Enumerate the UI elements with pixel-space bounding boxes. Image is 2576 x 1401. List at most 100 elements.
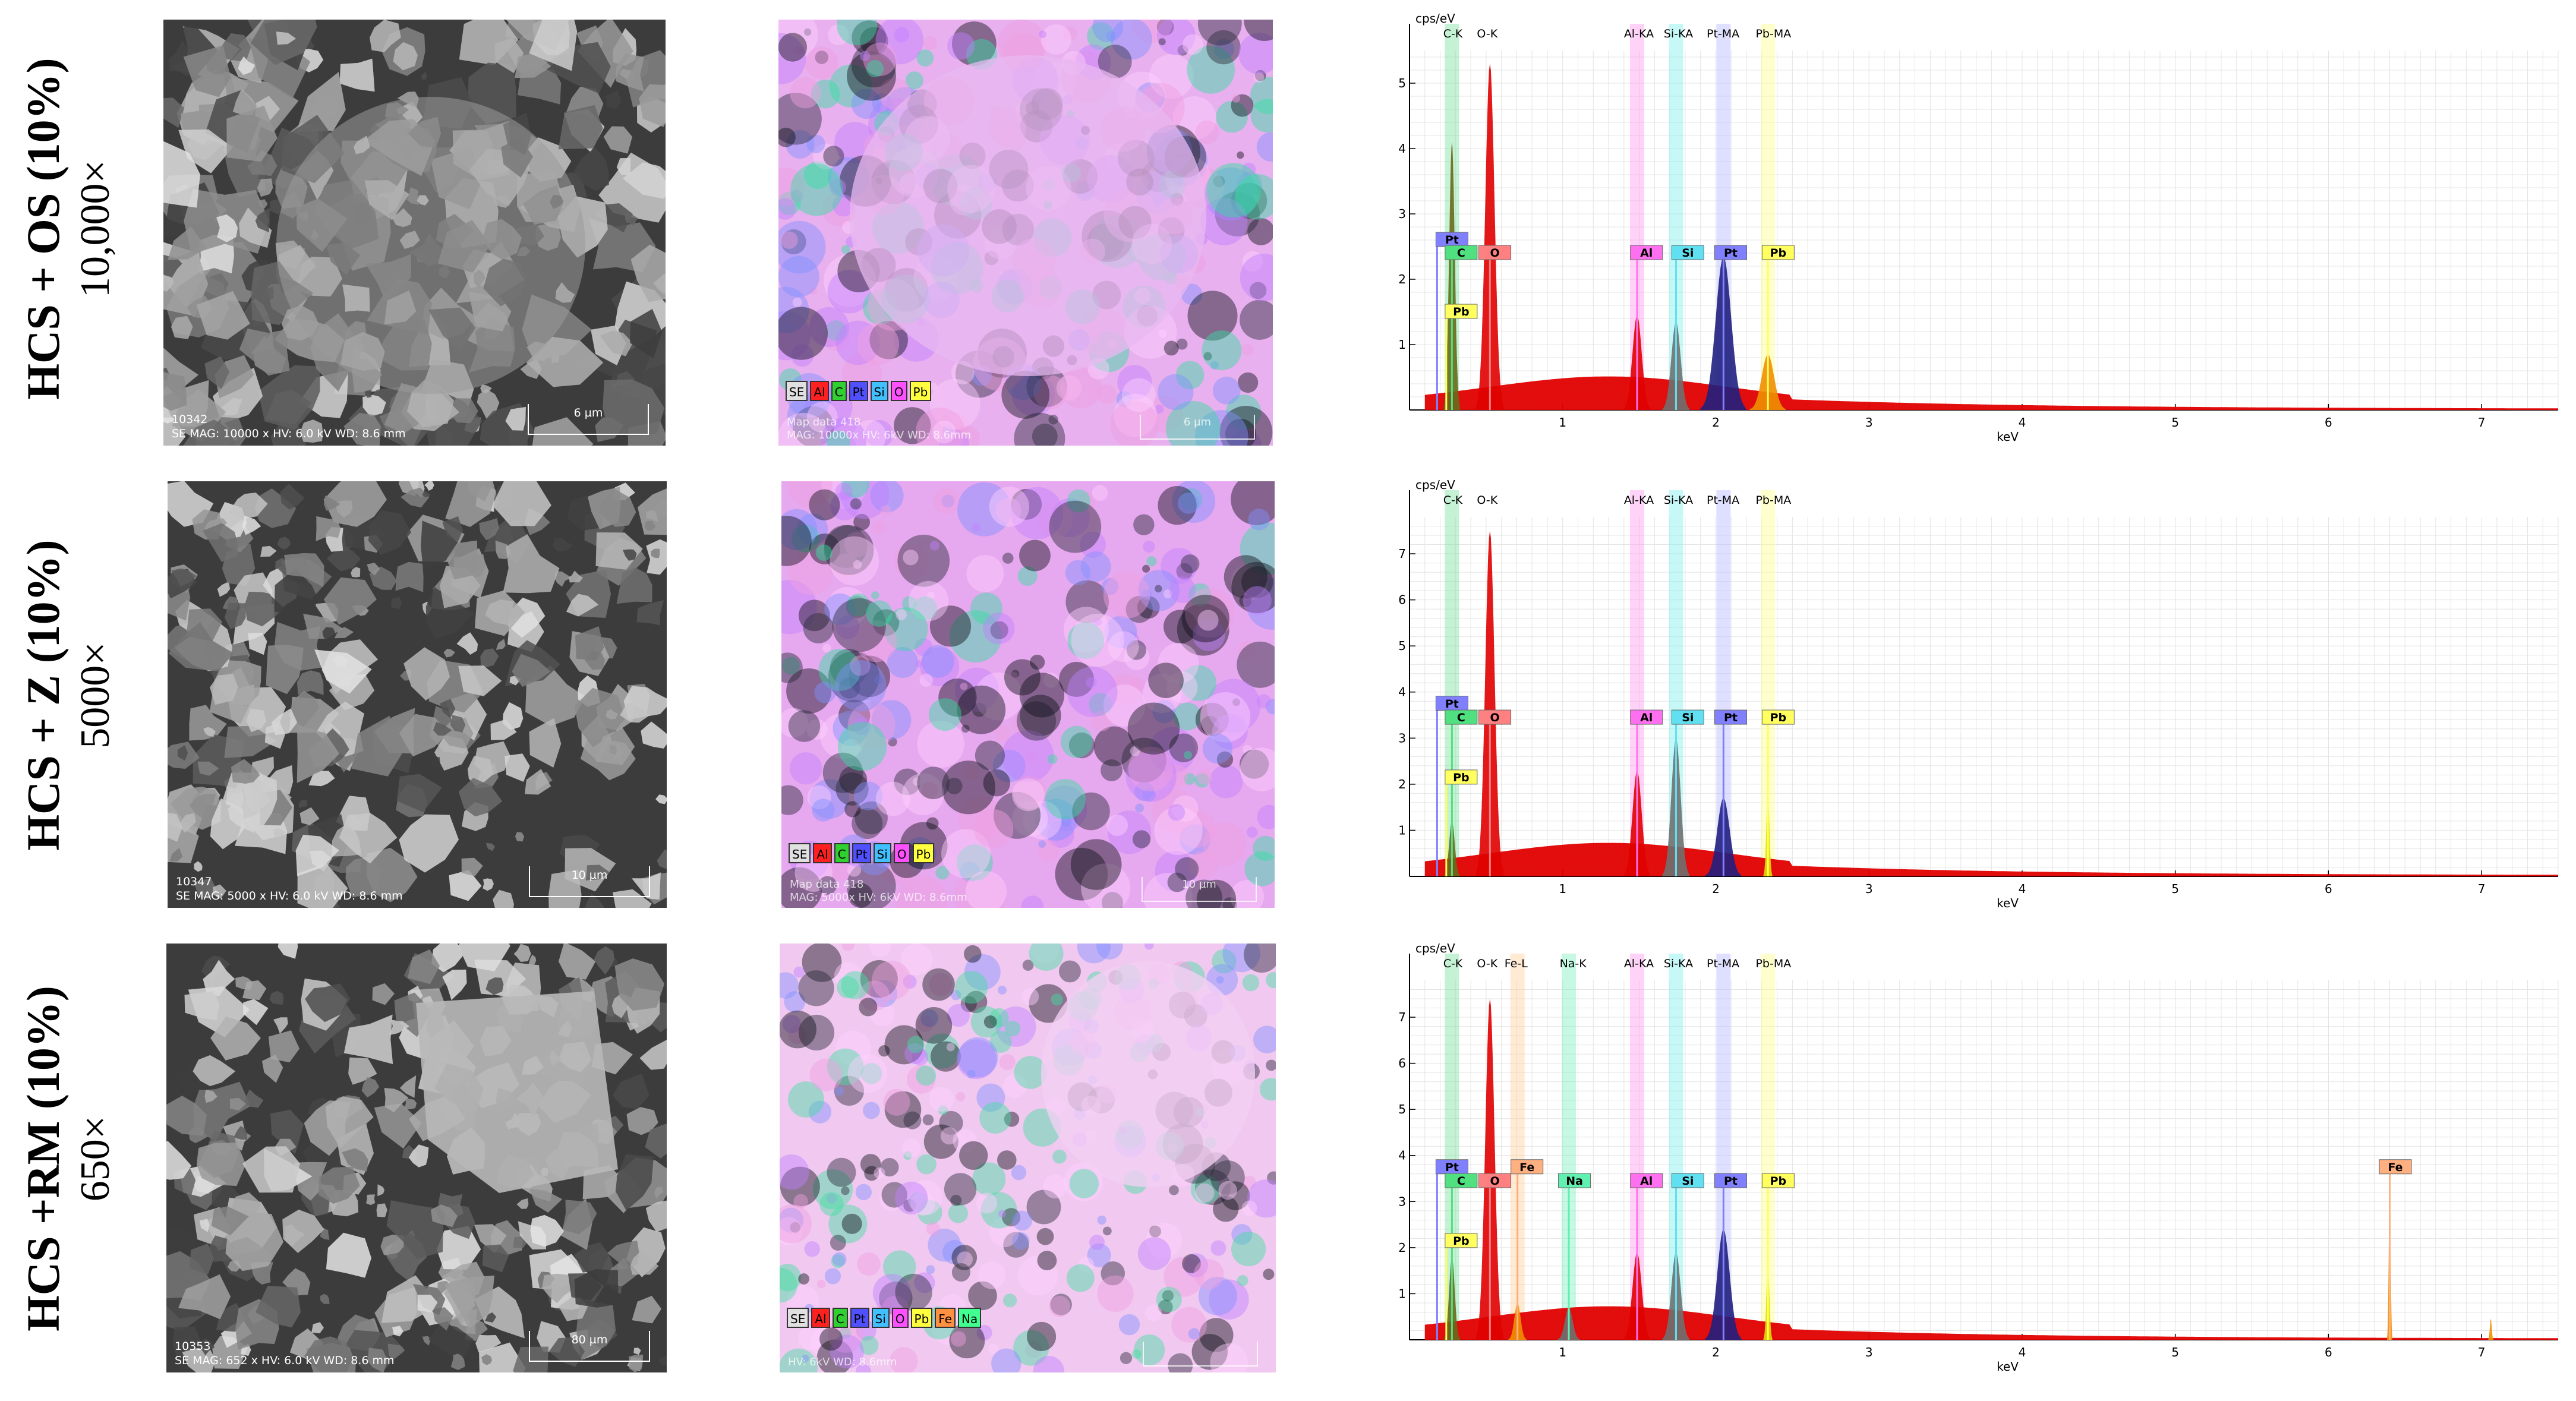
- map-blob: [1156, 1286, 1182, 1312]
- sem-particle: [482, 1244, 509, 1273]
- sem-particle: [657, 849, 667, 869]
- map-blob: [794, 854, 833, 892]
- sem-particle: [242, 980, 267, 1001]
- sem-particle: [479, 518, 499, 541]
- map-legend: SE Al C Pt Si O Pb Fe Na: [787, 1308, 982, 1328]
- map-blob: [864, 1166, 879, 1181]
- sem-particle: [166, 1141, 192, 1180]
- sem-particle: [168, 226, 207, 260]
- map-scale-label: 6 µm: [1183, 416, 1212, 428]
- sem-particle: [367, 847, 418, 903]
- sem-particle: [529, 1188, 563, 1213]
- map-blob: [1216, 976, 1224, 984]
- map-blob: [1195, 120, 1219, 144]
- y-axis-label: cps/eV: [1415, 11, 1455, 26]
- map-blob: [1065, 560, 1091, 586]
- map-blob: [822, 643, 831, 653]
- map-blob: [939, 1110, 963, 1135]
- map-blob: [822, 752, 863, 793]
- sem-particle: [367, 563, 380, 576]
- map-blob: [1198, 1277, 1237, 1315]
- map-blob: [1146, 396, 1184, 433]
- sem-particle: [196, 1143, 246, 1187]
- sem-particle: [177, 745, 188, 761]
- marker-box: [1445, 1173, 1478, 1188]
- map-blob: [826, 430, 850, 446]
- element-marker: Pt: [1714, 245, 1747, 410]
- map-blob: [790, 189, 803, 203]
- map-blob: [974, 809, 1014, 849]
- sem-particle: [529, 718, 562, 768]
- map-blob: [956, 844, 993, 881]
- map-blob: [1026, 752, 1039, 764]
- sem-particle: [289, 690, 319, 727]
- map-blob: [844, 531, 870, 557]
- map-blob: [1216, 100, 1248, 133]
- map-blob: [1069, 507, 1098, 535]
- element-line-label: Pt-MA: [1707, 957, 1739, 970]
- map-blob: [821, 481, 867, 509]
- marker-label: Pt: [1724, 1175, 1738, 1188]
- map-blob: [1256, 694, 1271, 709]
- map-blob: [859, 998, 878, 1017]
- map-blob: [902, 773, 944, 816]
- marker-box: [1558, 1173, 1591, 1188]
- map-blob: [1249, 282, 1267, 299]
- map-blob: [866, 60, 884, 78]
- map-blob: [1011, 487, 1064, 539]
- map-blob: [783, 1015, 802, 1034]
- map-blob: [1213, 1196, 1239, 1222]
- map-blob: [849, 655, 891, 698]
- sem-particle: [197, 761, 219, 776]
- sem-particle: [339, 58, 375, 92]
- sem-particle: [399, 1075, 417, 1098]
- map-blob: [937, 412, 969, 444]
- element-line-label: C-K: [1443, 27, 1463, 40]
- sem-particle: [515, 52, 551, 78]
- x-tick-label: 6: [2325, 1345, 2332, 1359]
- marker-label: C: [1457, 711, 1465, 724]
- map-blob: [1180, 488, 1203, 511]
- map-blob: [1117, 365, 1152, 400]
- sem-particle: [630, 309, 663, 359]
- map-blob: [1158, 643, 1199, 684]
- sem-particle: [594, 946, 614, 975]
- spectrum-peak: [2487, 1319, 2494, 1340]
- map-blob: [953, 425, 980, 446]
- map-blob: [844, 801, 861, 818]
- sem-particle: [428, 756, 441, 769]
- map-blob: [960, 682, 968, 690]
- map-blob: [1154, 806, 1203, 855]
- marker-box: [1478, 709, 1512, 725]
- map-blob: [840, 481, 890, 519]
- sem-particle: [632, 1296, 662, 1324]
- map-blob: [1032, 423, 1058, 446]
- map-blob: [834, 962, 863, 990]
- map-blob: [803, 613, 834, 643]
- map-blob: [859, 980, 890, 1011]
- map-blob: [778, 33, 807, 62]
- map-blob: [1021, 895, 1044, 908]
- sem-image-3: 10353 SE MAG: 652 x HV: 6.0 kV WD: 8.6 m…: [166, 944, 667, 1372]
- map-blob: [1253, 1025, 1276, 1053]
- sem-particle: [239, 207, 272, 248]
- sem-particle: [450, 1353, 465, 1370]
- map-info-line1: Map data 418: [787, 416, 861, 428]
- sem-particle: [278, 944, 298, 959]
- marker-label: Na: [1566, 1175, 1583, 1188]
- map-blob: [1242, 1175, 1256, 1189]
- sem-particle: [626, 1107, 658, 1135]
- map-blob: [888, 737, 897, 747]
- sem-particle: [483, 878, 494, 891]
- map-blob: [780, 972, 799, 999]
- map-blob: [1038, 840, 1060, 862]
- map-blob: [1072, 792, 1110, 831]
- sem-particle: [362, 395, 386, 417]
- element-line-label: C-K: [1443, 494, 1463, 507]
- spectrum-svg: 1 2 3 4 5 6 7 1 2 3 4 5 6 7 cps/eV keV C-K O-K Al-KA Si-KA P…: [1398, 478, 2559, 910]
- map-blob: [812, 799, 835, 822]
- sem-particle: [553, 538, 573, 551]
- map-blob: [1003, 1232, 1029, 1258]
- map-blob: [949, 1323, 985, 1359]
- marker-box: [1714, 709, 1747, 725]
